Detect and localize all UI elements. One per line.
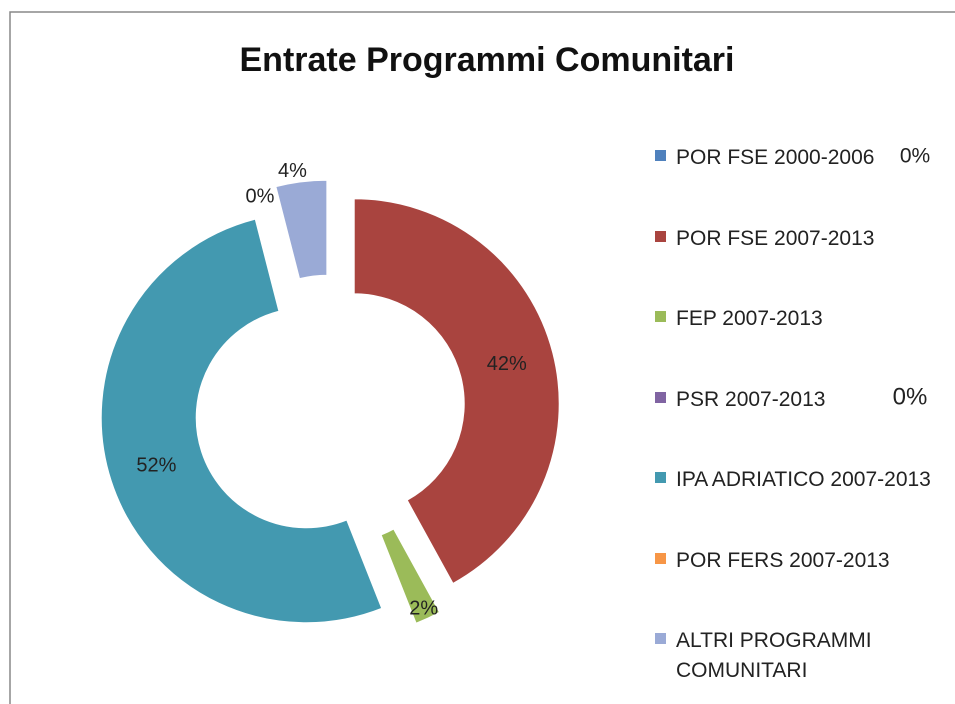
legend-swatch (655, 552, 666, 564)
data-label: 0% (900, 145, 930, 168)
slice (380, 528, 441, 624)
legend-label: PSR 2007-2013 (676, 387, 826, 411)
legend-label: IPA ADRIATICO 2007-2013 (676, 468, 931, 491)
legend-swatch (655, 230, 666, 242)
slice (275, 179, 328, 280)
legend-swatch (655, 472, 666, 483)
legend-label: POR FSE 2000-2006 (676, 146, 875, 169)
legend-label: POR FERS 2007-2013 (676, 548, 890, 572)
legend-entry: POR FSE 2007-2013 (655, 224, 926, 254)
frame (9, 11, 955, 704)
legend-entry: FEP 2007-2013 (655, 304, 926, 334)
legend-entry: PSR 2007-2013 (655, 385, 926, 415)
legend-swatch (655, 391, 666, 403)
legend-entry: POR FSE 2000-2006 (655, 143, 926, 173)
legend-entry: POR FERS 2007-2013 (655, 546, 926, 576)
slice (353, 198, 560, 585)
data-label: 0% (893, 383, 928, 410)
legend-swatch (655, 150, 666, 161)
data-label: 4% (278, 160, 307, 182)
legend-label: POR FSE 2007-2013 (676, 226, 875, 250)
legend-entry: ALTRI PROGRAMMI COMUNITARI (655, 626, 906, 686)
chart-title: Entrate Programmi Comunitari (240, 41, 735, 79)
data-label: 0% (246, 185, 275, 207)
legend-swatch (655, 633, 666, 644)
data-label: 42% (487, 353, 527, 375)
data-label: 52% (136, 455, 176, 477)
legend-swatch (655, 311, 666, 322)
data-label: 2% (409, 597, 438, 619)
legend-entry: IPA ADRIATICO 2007-2013 (655, 465, 931, 495)
legend-label: ALTRI PROGRAMMI COMUNITARI (676, 629, 872, 682)
slice (100, 218, 383, 624)
legend-label: FEP 2007-2013 (676, 307, 823, 330)
